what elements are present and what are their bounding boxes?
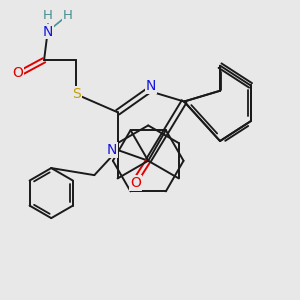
Text: O: O — [12, 66, 23, 80]
Text: N: N — [146, 79, 156, 93]
Text: S: S — [72, 87, 81, 101]
Text: N: N — [43, 25, 53, 38]
Text: O: O — [130, 176, 141, 190]
Text: H: H — [43, 9, 52, 22]
Text: N: N — [106, 143, 117, 157]
Text: H: H — [62, 9, 72, 22]
